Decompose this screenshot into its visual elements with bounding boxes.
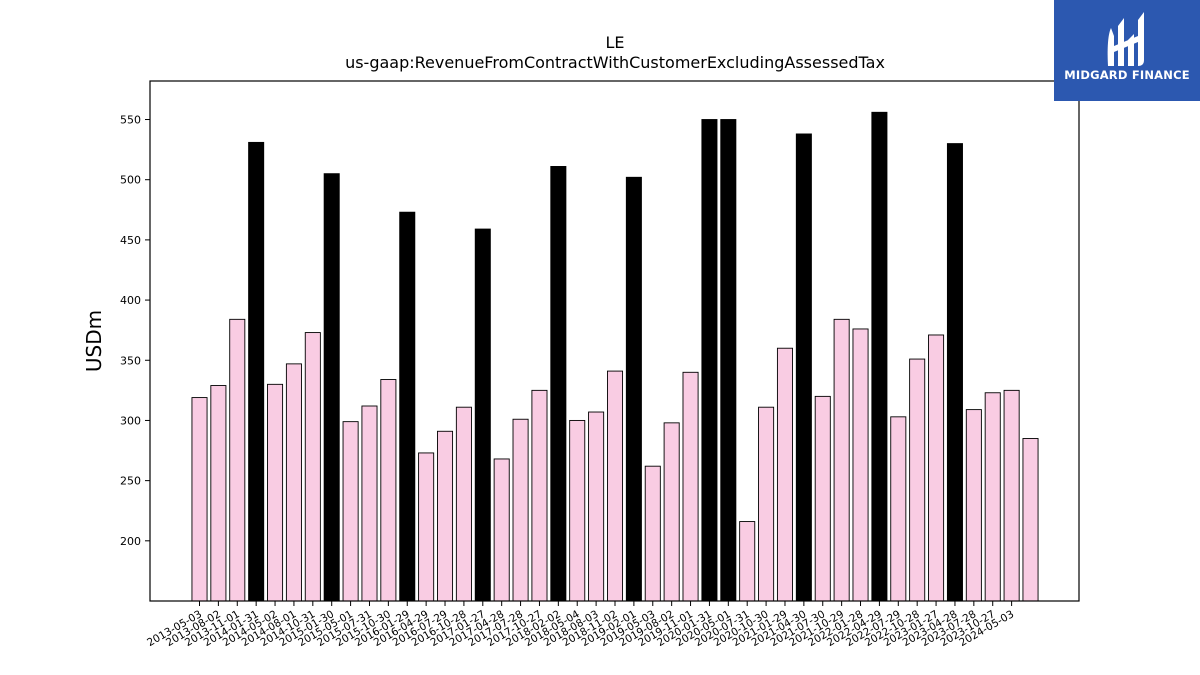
y-axis-label: USDm <box>82 310 106 372</box>
bar-2019-05-03 <box>644 465 661 602</box>
bar-2014-05-02 <box>267 383 284 602</box>
bar-2019-11-01 <box>682 371 699 602</box>
bar-2017-07-28 <box>512 418 529 602</box>
bar-2017-04-28 <box>493 458 510 602</box>
bar-2014-08-01 <box>285 363 302 602</box>
logo-text: MIDGARD FINANCE <box>1064 68 1190 82</box>
chart-title: LE <box>605 33 624 52</box>
bar-2013-05-03 <box>191 397 208 602</box>
bar-2023-04-28 <box>946 143 963 602</box>
y-tick-label: 200 <box>120 535 141 548</box>
bar-2014-10-31 <box>304 332 321 602</box>
y-tick-label: 400 <box>120 294 141 307</box>
midgard-finance-logo: MIDGARD FINANCE <box>1054 0 1200 101</box>
bar-2018-02-02 <box>550 166 567 602</box>
bar-2022-01-28 <box>852 328 869 602</box>
bar-2020-01-31 <box>701 119 718 602</box>
bars-group <box>191 111 1039 602</box>
y-tick-label: 250 <box>120 475 141 488</box>
bar-2016-07-29 <box>437 430 454 602</box>
bar-2023-01-27 <box>928 334 945 602</box>
bar-2023-07-28 <box>965 409 982 602</box>
x-axis-ticks: 2013-05-032013-08-022013-11-012014-01-31… <box>145 601 1016 649</box>
bar-2015-01-30 <box>323 173 340 602</box>
y-tick-label: 350 <box>120 354 141 367</box>
y-tick-label: 300 <box>120 414 141 427</box>
bar-2015-07-31 <box>361 405 378 602</box>
bar-2016-10-28 <box>455 406 472 602</box>
bar-2016-04-29 <box>418 452 435 602</box>
bar-2021-10-29 <box>833 318 850 602</box>
bar-2021-07-30 <box>814 395 831 602</box>
bar-2021-01-29 <box>776 347 793 602</box>
bar-2013-11-01 <box>229 318 246 602</box>
bar-2021-04-30 <box>795 133 812 602</box>
bar-2019-02-01 <box>625 176 642 602</box>
bar-2018-11-02 <box>607 370 624 602</box>
bar-2015-05-01 <box>342 421 359 602</box>
midgard-logo-icon <box>1107 12 1144 66</box>
bar-2020-05-01 <box>720 119 737 602</box>
bar-undefined <box>1022 438 1039 602</box>
bar-2022-04-29 <box>871 111 888 602</box>
bar-2016-01-29 <box>399 211 416 602</box>
y-tick-label: 500 <box>120 174 141 187</box>
bar-2017-10-27 <box>531 389 548 602</box>
bar-2022-10-28 <box>909 358 926 602</box>
bar-2019-08-02 <box>663 422 680 602</box>
bar-2017-01-27 <box>474 228 491 602</box>
y-tick-label: 550 <box>120 114 141 127</box>
bar-2015-10-30 <box>380 379 397 602</box>
y-axis-ticks: 200 250 300 350 400 450 500 550 <box>120 114 150 548</box>
bar-2013-08-02 <box>210 385 227 602</box>
bar-2018-08-03 <box>588 411 605 602</box>
bar-2014-01-31 <box>248 141 265 602</box>
bar-2020-10-30 <box>758 406 775 602</box>
y-tick-label: 450 <box>120 234 141 247</box>
bar-2022-07-29 <box>890 416 907 602</box>
bar-2020-07-31 <box>739 521 756 602</box>
bar-2024-05-03 <box>1003 389 1020 602</box>
chart-subtitle: us-gaap:RevenueFromContractWithCustomerE… <box>345 53 885 72</box>
plot-area-frame <box>149 80 1080 602</box>
bar-2023-10-27 <box>984 392 1001 602</box>
bar-2018-05-04 <box>569 419 586 602</box>
